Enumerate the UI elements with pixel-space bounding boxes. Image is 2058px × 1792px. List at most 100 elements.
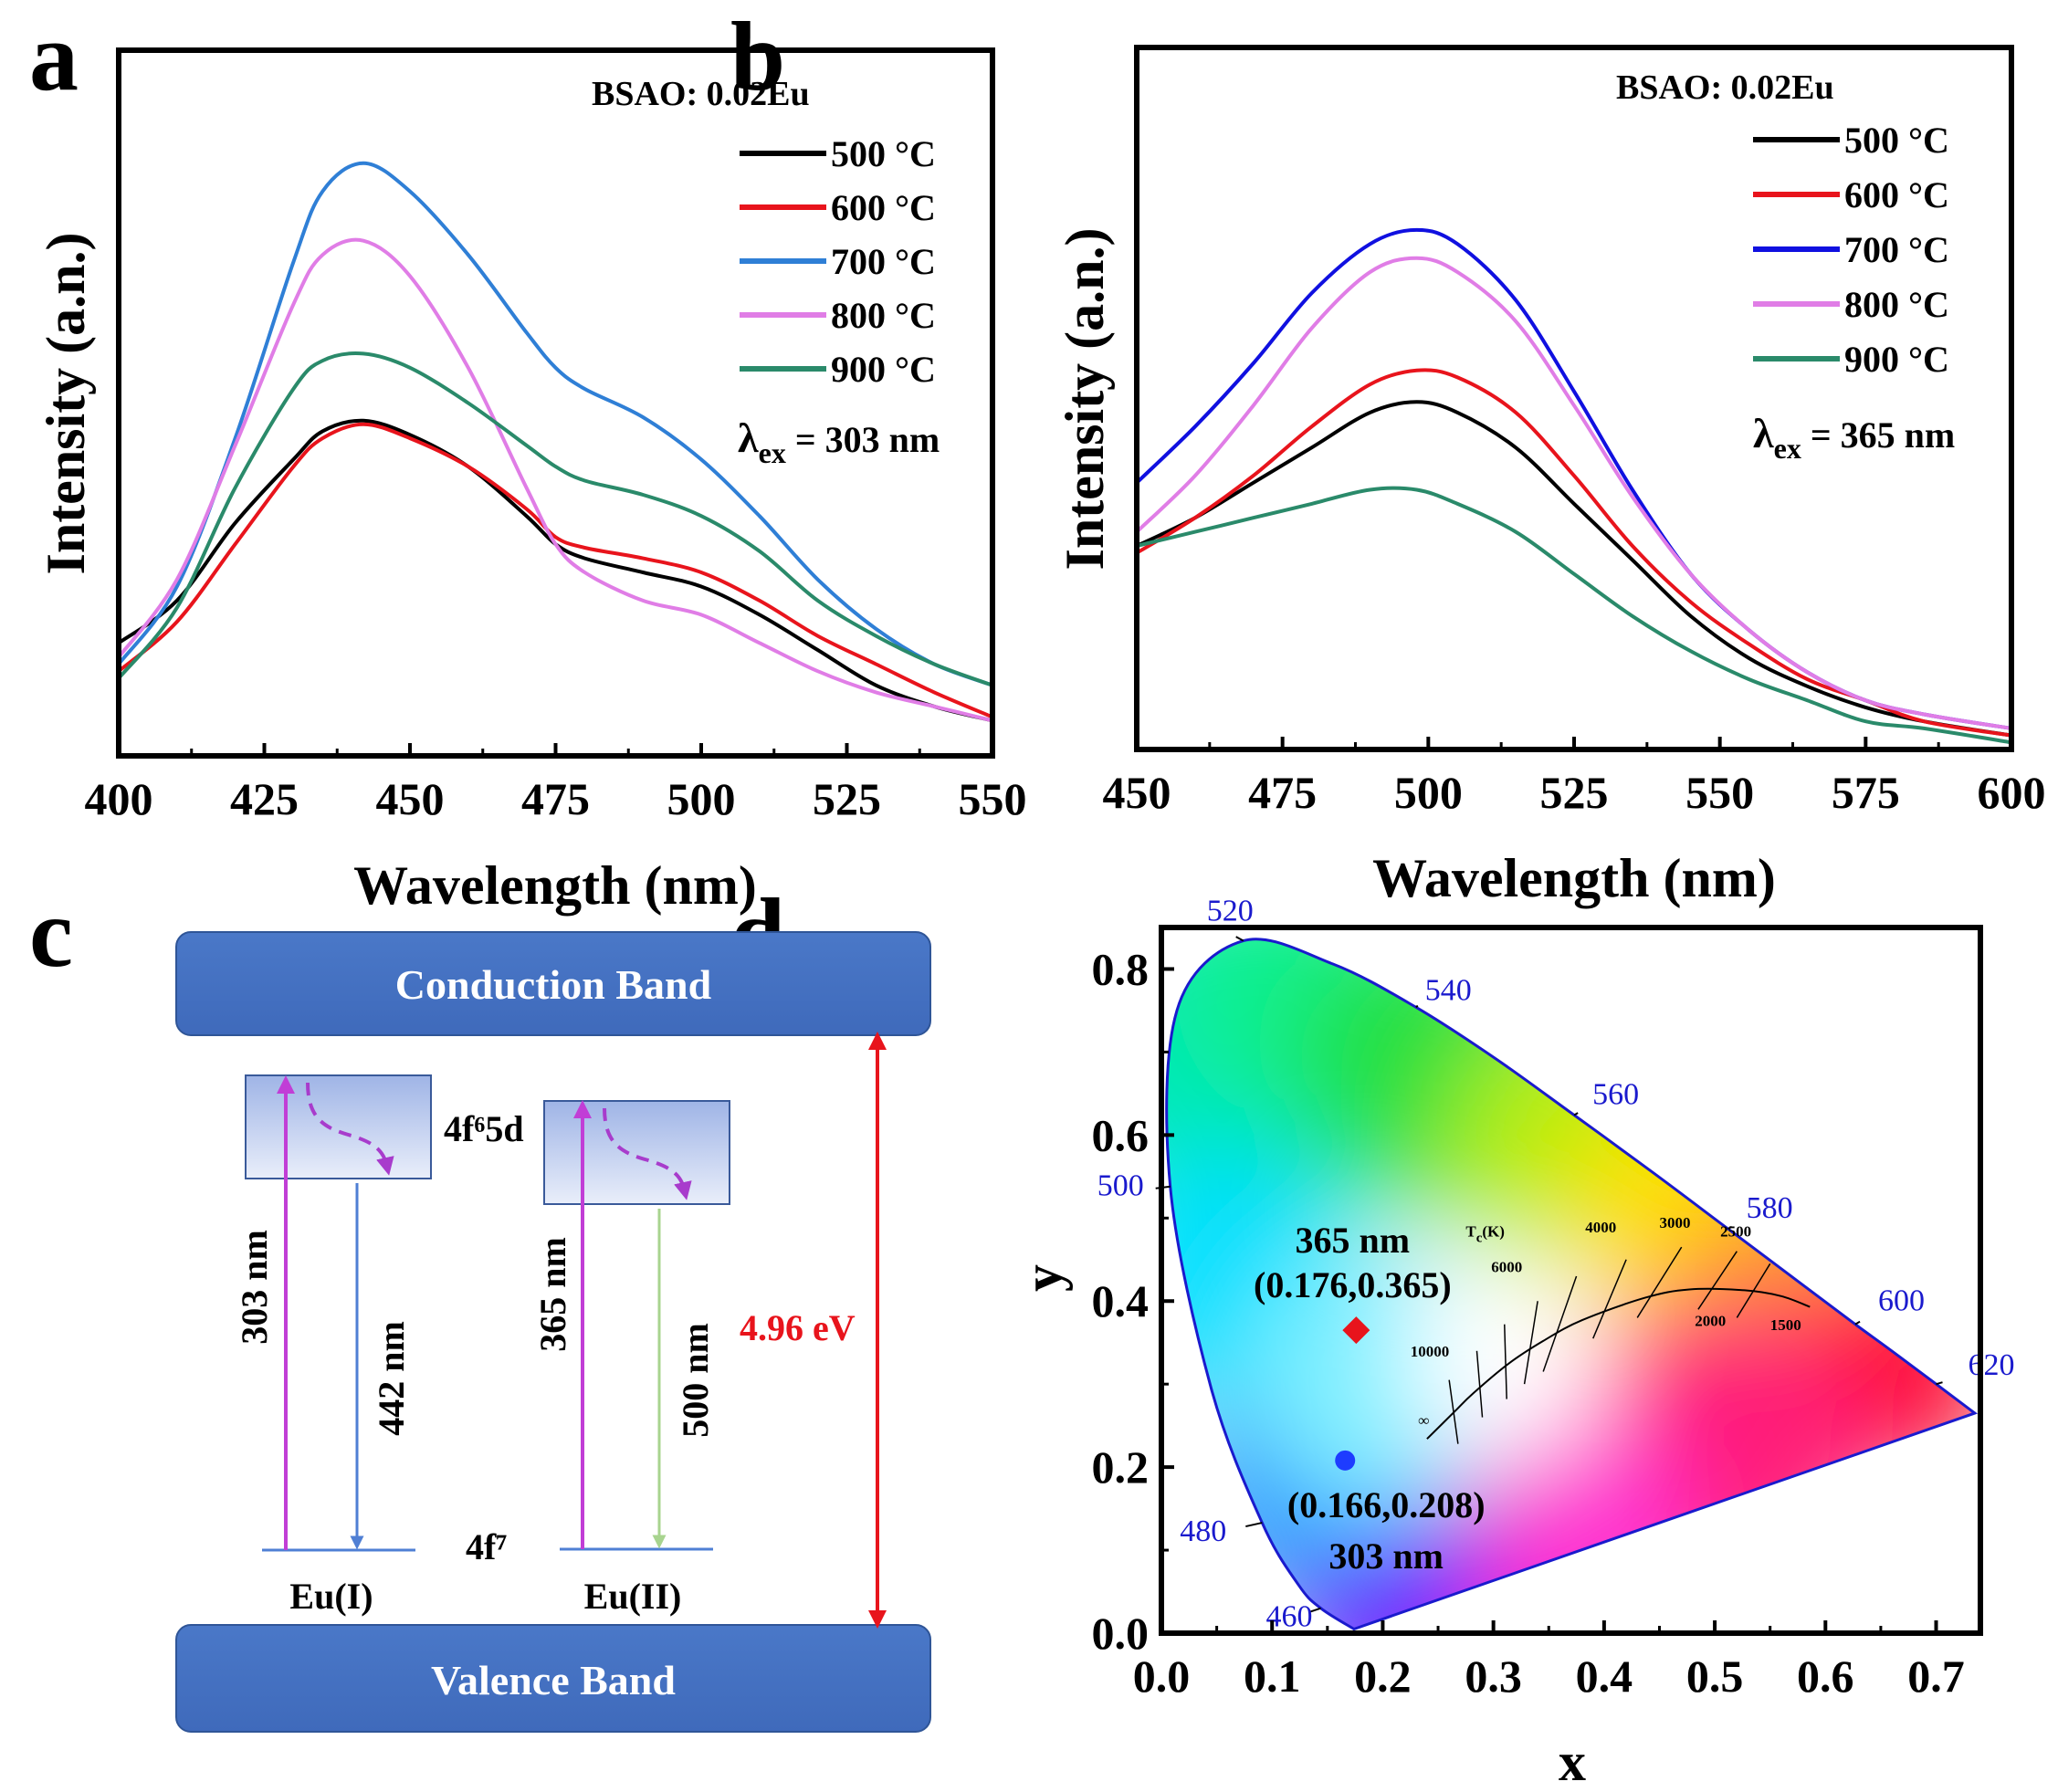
cct-label: 6000 <box>1491 1258 1522 1275</box>
panel-a-ex-sub: ex <box>759 436 786 469</box>
b-xtick-label: 475 <box>1248 767 1317 818</box>
cie-point-coord: (0.176,0.365) <box>1254 1264 1452 1305</box>
d-xtick-label: 0.1 <box>1244 1651 1301 1702</box>
a-legend-label: 700 °C <box>831 241 936 282</box>
d-xtick-label: 0.6 <box>1797 1651 1854 1702</box>
a-xtick-label: 500 <box>667 773 736 824</box>
b-legend-label: 800 °C <box>1844 284 1949 325</box>
panel-a-ticks: 400 425 450 475 500 525 550 <box>85 743 1027 824</box>
cie-point-label: 365 nm <box>1296 1220 1411 1261</box>
panel-b-curves <box>1135 227 2012 745</box>
isotemperature-line <box>1697 1251 1738 1310</box>
b-series-line-3 <box>1135 256 2012 730</box>
panel-b-sample-label: BSAO: 0.02Eu <box>1616 68 1834 107</box>
isotemperature-line <box>1542 1275 1578 1372</box>
relaxation-arrow-eu1 <box>306 1082 394 1176</box>
cie-wavelength-tick <box>1727 1225 1733 1230</box>
cct-label: 4000 <box>1585 1219 1616 1236</box>
panel-d-xlabel: x <box>1559 1732 1586 1792</box>
cie-point-365nm <box>1342 1316 1370 1345</box>
d-ytick-label: 0.2 <box>1092 1441 1150 1493</box>
cie-point-303nm <box>1335 1450 1356 1471</box>
panel-a-ex-lambda: λ <box>738 414 759 461</box>
cct-label: 3000 <box>1659 1214 1690 1231</box>
cie-color-blob <box>1404 1259 1604 1459</box>
cie-wavelength-label: 620 <box>1969 1348 2015 1382</box>
a-series-line-2 <box>117 161 993 687</box>
valence-band <box>175 1624 931 1733</box>
cie-wavelength-tick <box>1309 1607 1321 1613</box>
conduction-band-label: Conduction Band <box>395 961 712 1008</box>
a-xtick-label: 475 <box>521 773 590 824</box>
planckian-curve <box>1426 1287 1811 1440</box>
cct-label: 2000 <box>1695 1313 1726 1330</box>
cie-wavelength-tick <box>1573 1112 1579 1116</box>
d-ytick-label: 0.6 <box>1092 1109 1150 1160</box>
isotemperature-line <box>1504 1324 1507 1399</box>
b-legend-label: 700 °C <box>1844 229 1949 270</box>
d-ytick-label: 0.0 <box>1092 1608 1150 1659</box>
panel-b-excitation: λex = 365 nm <box>1753 410 1955 465</box>
b-xtick-label: 525 <box>1540 767 1609 818</box>
ground-state-label: 4f⁷ <box>466 1526 507 1567</box>
b-xtick-label: 500 <box>1394 767 1463 818</box>
d-xtick-label: 0.4 <box>1576 1651 1633 1702</box>
panel-letter-a: a <box>29 3 79 111</box>
relaxation-arrow-eu2 <box>603 1107 692 1200</box>
cie-color-blobs <box>1166 938 1975 1630</box>
panel-d-ylabel: y <box>1013 1264 1073 1292</box>
label-442nm: 442 nm <box>371 1321 412 1436</box>
cct-title-sub: c <box>1476 1231 1483 1245</box>
panel-a-ex-value: = 303 nm <box>786 419 940 460</box>
conduction-band <box>175 931 931 1036</box>
site-label-eu2: Eu(II) <box>584 1576 682 1617</box>
panel-b-ex-lambda: λ <box>1753 410 1774 456</box>
cct-title-unit: (K) <box>1482 1222 1505 1240</box>
b-legend-label: 900 °C <box>1844 339 1949 380</box>
panel-d-frame <box>1159 925 1983 1636</box>
label-500nm: 500 nm <box>675 1323 716 1438</box>
panel-letter-b: b <box>730 3 785 111</box>
excited-box-eu2 <box>543 1100 730 1205</box>
isotemperature-line <box>1592 1259 1627 1339</box>
a-legend-label: 800 °C <box>831 295 936 336</box>
band-gap-label: 4.96 eV <box>740 1307 856 1348</box>
panel-letter-c: c <box>29 879 73 988</box>
cie-wavelength-tick <box>1235 936 1244 942</box>
panel-a-plot: 400 425 450 475 500 525 550 BSAO: 0.02Eu 500 °… <box>36 47 1027 916</box>
cie-points: 365 nm(0.176,0.365) (0.166,0.208) 303 nm <box>1254 1220 1486 1577</box>
b-xtick-label: 550 <box>1685 767 1754 818</box>
panel-b-xlabel: Wavelength (nm) <box>1372 848 1776 908</box>
b-xtick-label: 600 <box>1978 767 2046 818</box>
cct-label: 10000 <box>1411 1343 1450 1360</box>
cct-label: 2500 <box>1720 1222 1751 1240</box>
valence-band-label: Valence Band <box>431 1657 676 1703</box>
a-legend-label: 900 °C <box>831 349 936 390</box>
excited-box-eu1 <box>245 1074 432 1179</box>
panel-a-ylabel: Intensity (a.n.) <box>36 232 96 574</box>
cie-wavelength-label: 520 <box>1207 895 1254 928</box>
cie-wavelength-label: 560 <box>1592 1078 1639 1112</box>
b-xtick-label: 575 <box>1832 767 1900 818</box>
label-303nm: 303 nm <box>234 1230 275 1345</box>
a-legend-label: 600 °C <box>831 187 936 228</box>
cie-wavelength-label: 540 <box>1425 973 1472 1007</box>
b-series-line-0 <box>1136 400 2012 738</box>
a-series-line-0 <box>117 418 993 723</box>
cie-wavelength-tick <box>1854 1320 1861 1326</box>
isotemperature-line <box>1448 1379 1459 1444</box>
d-xtick-label: 0.2 <box>1354 1651 1412 1702</box>
cie-point-label: 303 nm <box>1328 1535 1444 1577</box>
a-series-line-3 <box>117 237 993 723</box>
cie-wavelength-tick <box>1936 1381 1943 1386</box>
d-xtick-label: 0.0 <box>1133 1651 1191 1702</box>
b-series-line-1 <box>1135 368 2012 738</box>
isotemperature-line <box>1523 1301 1538 1385</box>
d-xtick-label: 0.7 <box>1907 1651 1965 1702</box>
b-xtick-label: 450 <box>1103 767 1171 818</box>
cie-wavelength-label: 600 <box>1878 1284 1925 1318</box>
cct-label: 1500 <box>1770 1316 1801 1334</box>
panel-b-ticks: 450 475 500 525 550 575 600 <box>1103 737 2046 818</box>
d-xtick-label: 0.3 <box>1465 1651 1522 1702</box>
b-series-line-4 <box>1136 486 2012 745</box>
